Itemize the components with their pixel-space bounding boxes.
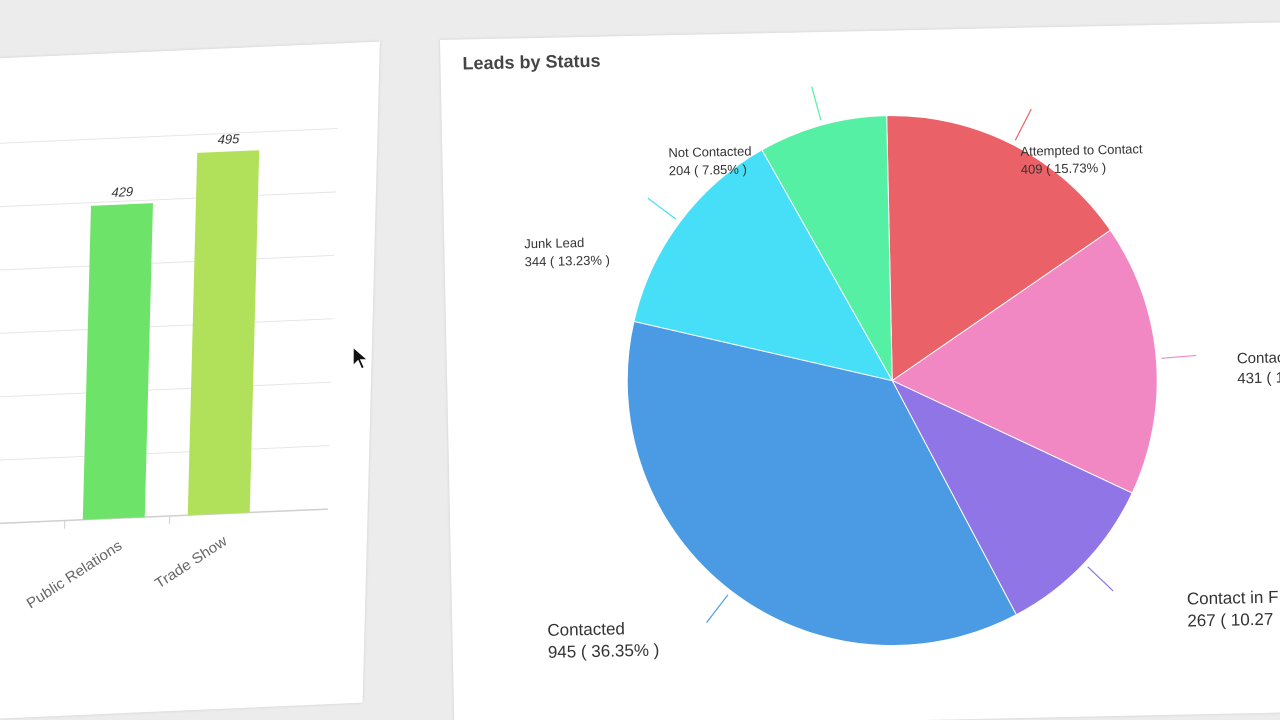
pie-slice-3[interactable] — [626, 313, 1018, 651]
slice-value-label: 945 ( 36.35% ) — [548, 641, 660, 662]
slice-label: Contacted — [547, 619, 625, 640]
bar-1[interactable] — [187, 150, 260, 516]
leader-line — [1161, 354, 1197, 359]
pie-slice-1[interactable] — [889, 229, 1159, 498]
mouse-cursor-icon — [352, 346, 370, 370]
leader-line — [706, 594, 729, 623]
bar-category-label: Trade Show — [152, 533, 230, 593]
leader-line — [1087, 566, 1114, 592]
gridline — [0, 318, 333, 336]
bar-0[interactable] — [82, 203, 153, 520]
bar-gridlines — [0, 128, 338, 529]
gridline — [0, 191, 336, 209]
slice-value-label: 431 ( 1 — [1237, 369, 1280, 387]
slice-label: Not Contacted — [668, 144, 751, 161]
slice-label: Attempted to Contact — [1020, 141, 1143, 159]
gridline — [0, 445, 330, 462]
leader-line — [647, 197, 677, 220]
bar-value-label: 495 — [218, 131, 241, 147]
gridline — [0, 381, 332, 399]
slice-value-label: 409 ( 15.73% ) — [1021, 160, 1107, 177]
pie-slices — [626, 111, 1159, 651]
pie-slice-0[interactable] — [886, 111, 1114, 382]
leader-line — [1014, 108, 1032, 141]
chart-title: Leads by Status — [462, 50, 601, 74]
gridline — [0, 128, 338, 145]
x-axis — [0, 508, 328, 526]
bar-category-label: Public Relations — [24, 537, 125, 612]
pie-chart-panel: Leads by Status Attempted to Contact 409 … — [440, 21, 1280, 720]
slice-label: Junk Lead — [524, 235, 584, 251]
pie-slice-5[interactable] — [761, 115, 893, 384]
slice-value-label: 344 ( 13.23% ) — [525, 252, 611, 269]
pie-slice-4[interactable] — [630, 147, 894, 386]
bar-value-label: 429 — [111, 184, 133, 200]
pie-slice-2[interactable] — [891, 376, 1134, 618]
slice-label: Contact in F — [1187, 588, 1279, 609]
pie-leader-lines — [647, 86, 1197, 623]
bar-marks — [82, 150, 260, 520]
leader-line — [811, 86, 822, 121]
slice-value-label: 204 ( 7.85% ) — [669, 162, 747, 179]
slice-value-label: 267 ( 10.27 — [1187, 610, 1273, 631]
slice-label: Contac — [1237, 349, 1280, 367]
gridline — [0, 254, 335, 272]
